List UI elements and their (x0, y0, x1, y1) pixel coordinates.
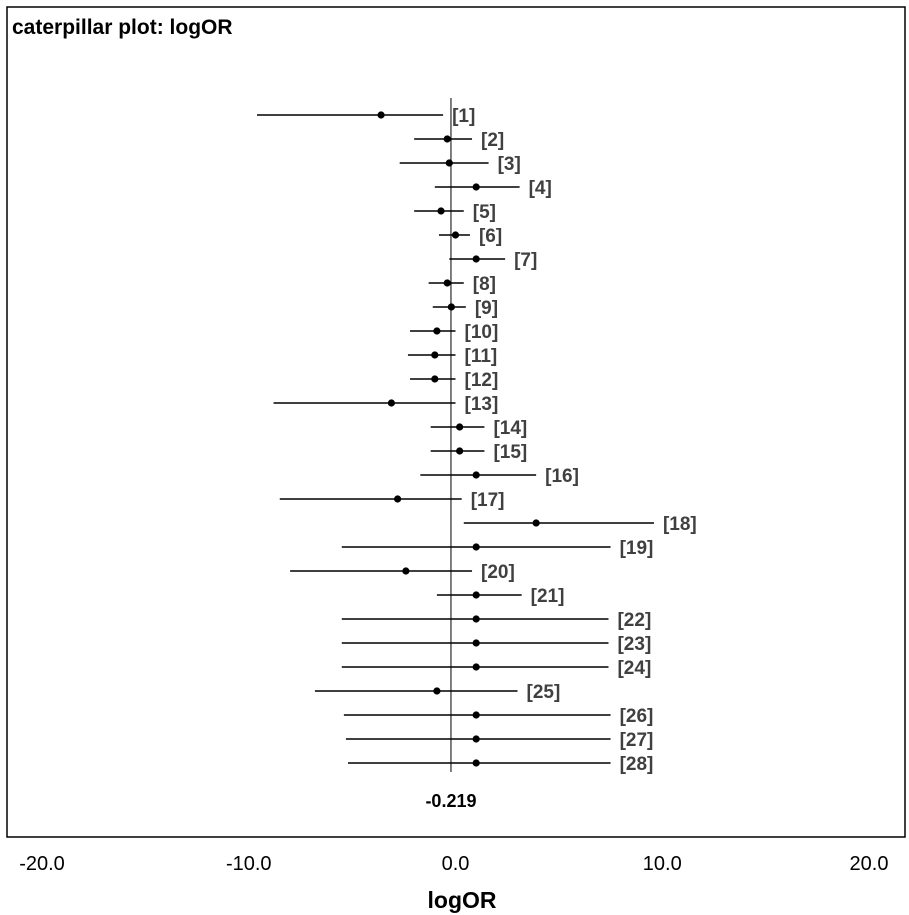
interval-label-10: [10] (465, 322, 499, 343)
interval-label-3: [3] (498, 154, 521, 175)
interval-label-16: [16] (545, 466, 579, 487)
interval-label-18: [18] (663, 514, 697, 535)
point-estimate-18 (533, 519, 540, 526)
point-estimate-20 (402, 567, 409, 574)
point-estimate-10 (433, 327, 440, 334)
interval-label-8: [8] (473, 274, 496, 295)
interval-label-22: [22] (617, 610, 651, 631)
point-estimate-1 (377, 111, 384, 118)
interval-label-15: [15] (493, 442, 527, 463)
x-tick-label-5: 20.0 (850, 853, 889, 875)
point-estimate-28 (473, 759, 480, 766)
interval-label-2: [2] (481, 130, 504, 151)
point-estimate-7 (473, 255, 480, 262)
interval-label-20: [20] (481, 562, 515, 583)
point-estimate-6 (452, 231, 459, 238)
interval-label-23: [23] (617, 634, 651, 655)
interval-label-6: [6] (479, 226, 502, 247)
interval-label-1: [1] (452, 106, 475, 127)
x-tick-label-3: 0.0 (442, 853, 470, 875)
interval-label-9: [9] (475, 298, 498, 319)
interval-label-11: [11] (465, 346, 498, 367)
x-tick-label-2: -10.0 (226, 853, 272, 875)
interval-label-27: [27] (620, 730, 654, 751)
point-estimate-2 (444, 135, 451, 142)
point-estimate-9 (448, 303, 455, 310)
point-estimate-3 (446, 159, 453, 166)
point-estimate-16 (473, 471, 480, 478)
interval-label-5: [5] (473, 202, 496, 223)
interval-label-26: [26] (620, 706, 654, 727)
interval-label-7: [7] (514, 250, 537, 271)
interval-label-14: [14] (493, 418, 527, 439)
interval-label-4: [4] (529, 178, 552, 199)
point-estimate-22 (473, 615, 480, 622)
point-estimate-23 (473, 639, 480, 646)
point-estimate-17 (394, 495, 401, 502)
point-estimate-25 (433, 687, 440, 694)
interval-label-12: [12] (465, 370, 499, 391)
x-tick-label-1: -20.0 (19, 853, 65, 875)
point-estimate-24 (473, 663, 480, 670)
chart-title: caterpillar plot: logOR (12, 16, 233, 39)
point-estimate-26 (473, 711, 480, 718)
plot-frame (7, 7, 905, 837)
interval-label-13: [13] (465, 394, 499, 415)
interval-label-17: [17] (471, 490, 505, 511)
interval-label-19: [19] (620, 538, 654, 559)
interval-label-25: [25] (527, 682, 561, 703)
interval-label-21: [21] (531, 586, 565, 607)
point-estimate-27 (473, 735, 480, 742)
point-estimate-15 (456, 447, 463, 454)
reference-label: -0.219 (425, 791, 476, 811)
point-estimate-5 (437, 207, 444, 214)
point-estimate-8 (444, 279, 451, 286)
point-estimate-4 (473, 183, 480, 190)
x-tick-label-4: 10.0 (643, 853, 682, 875)
point-estimate-12 (431, 375, 438, 382)
point-estimate-19 (473, 543, 480, 550)
point-estimate-21 (473, 591, 480, 598)
point-estimate-11 (431, 351, 438, 358)
x-axis-title: logOR (428, 887, 497, 913)
x-axis-ticks: -20.0 -10.0 0.0 10.0 20.0 (19, 853, 888, 875)
interval-label-28: [28] (620, 754, 654, 775)
point-estimate-14 (456, 423, 463, 430)
interval-label-24: [24] (617, 658, 651, 679)
point-estimate-13 (388, 399, 395, 406)
